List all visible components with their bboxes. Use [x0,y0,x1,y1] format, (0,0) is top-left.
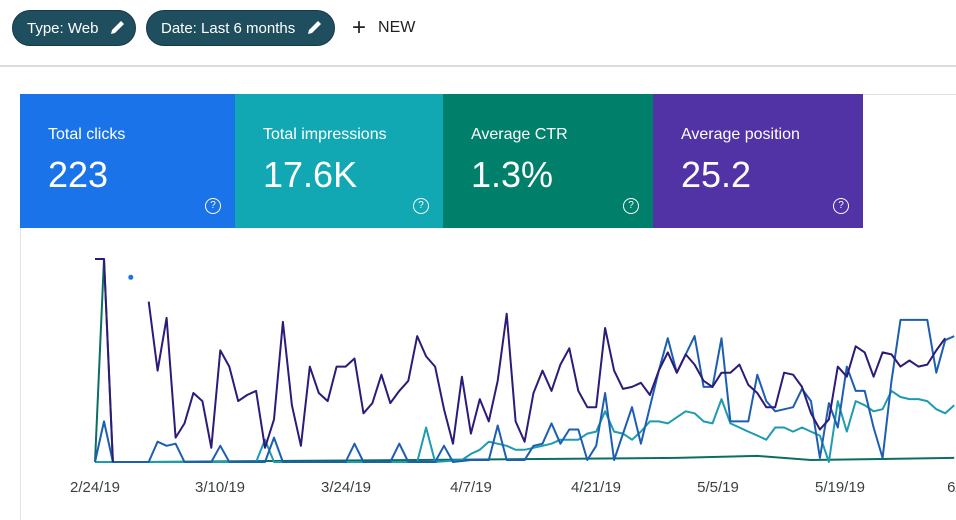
series-line [147,301,947,449]
pencil-icon [111,21,125,34]
series-average-position [95,258,947,463]
help-icon[interactable]: ? [623,198,639,214]
metric-value: 223 [48,154,109,195]
date-filter-label: Date: Last 6 months [161,19,296,37]
series-total-impressions [95,389,955,463]
date-filter-chip[interactable]: Date: Last 6 months [146,10,335,46]
help-icon[interactable]: ? [205,198,221,214]
series-line [94,258,955,463]
x-tick-label: 4/7/19 [450,479,492,496]
type-filter-chip[interactable]: Type: Web [12,10,136,46]
x-tick-label: 6/2/19 [947,479,956,496]
new-filter-label: NEW [378,19,416,36]
x-tick-label: 5/19/19 [814,479,866,496]
x-tick-label: 2/24/19 [69,479,121,496]
type-filter-label: Type: Web [27,19,99,37]
metric-label: Average position [681,126,800,143]
pencil-icon [308,21,322,34]
help-icon[interactable]: ? [833,198,849,214]
metric-label: Total impressions [263,126,387,143]
series-total-clicks [94,318,955,463]
data-point [128,274,134,280]
metric-card-average-position[interactable]: Average position 25.2 ? [653,94,863,228]
series-line [95,258,114,463]
header-divider [0,65,956,67]
series-average-ctr [94,258,955,463]
metric-card-total-clicks[interactable]: Total clicks 223 ? [20,94,235,228]
x-tick-label: 4/21/19 [570,479,622,496]
plus-icon: + [352,14,367,41]
help-icon[interactable]: ? [413,198,429,214]
panel-border [20,228,21,520]
metric-label: Average CTR [471,126,568,143]
x-tick-label: 5/5/19 [697,479,739,496]
panel-border [863,94,956,95]
metric-card-average-ctr[interactable]: Average CTR 1.3% ? [443,94,653,228]
metric-value: 1.3% [471,154,554,195]
metric-card-total-impressions[interactable]: Total impressions 17.6K ? [235,94,443,228]
x-tick-label: 3/10/19 [194,479,246,496]
metric-value: 25.2 [681,154,752,195]
x-tick-label: 3/24/19 [320,479,372,496]
new-filter-button[interactable]: + NEW [352,14,415,42]
series-line [94,318,955,463]
metric-label: Total clicks [48,126,126,143]
series-line [95,389,955,463]
metric-value: 17.6K [263,154,358,195]
